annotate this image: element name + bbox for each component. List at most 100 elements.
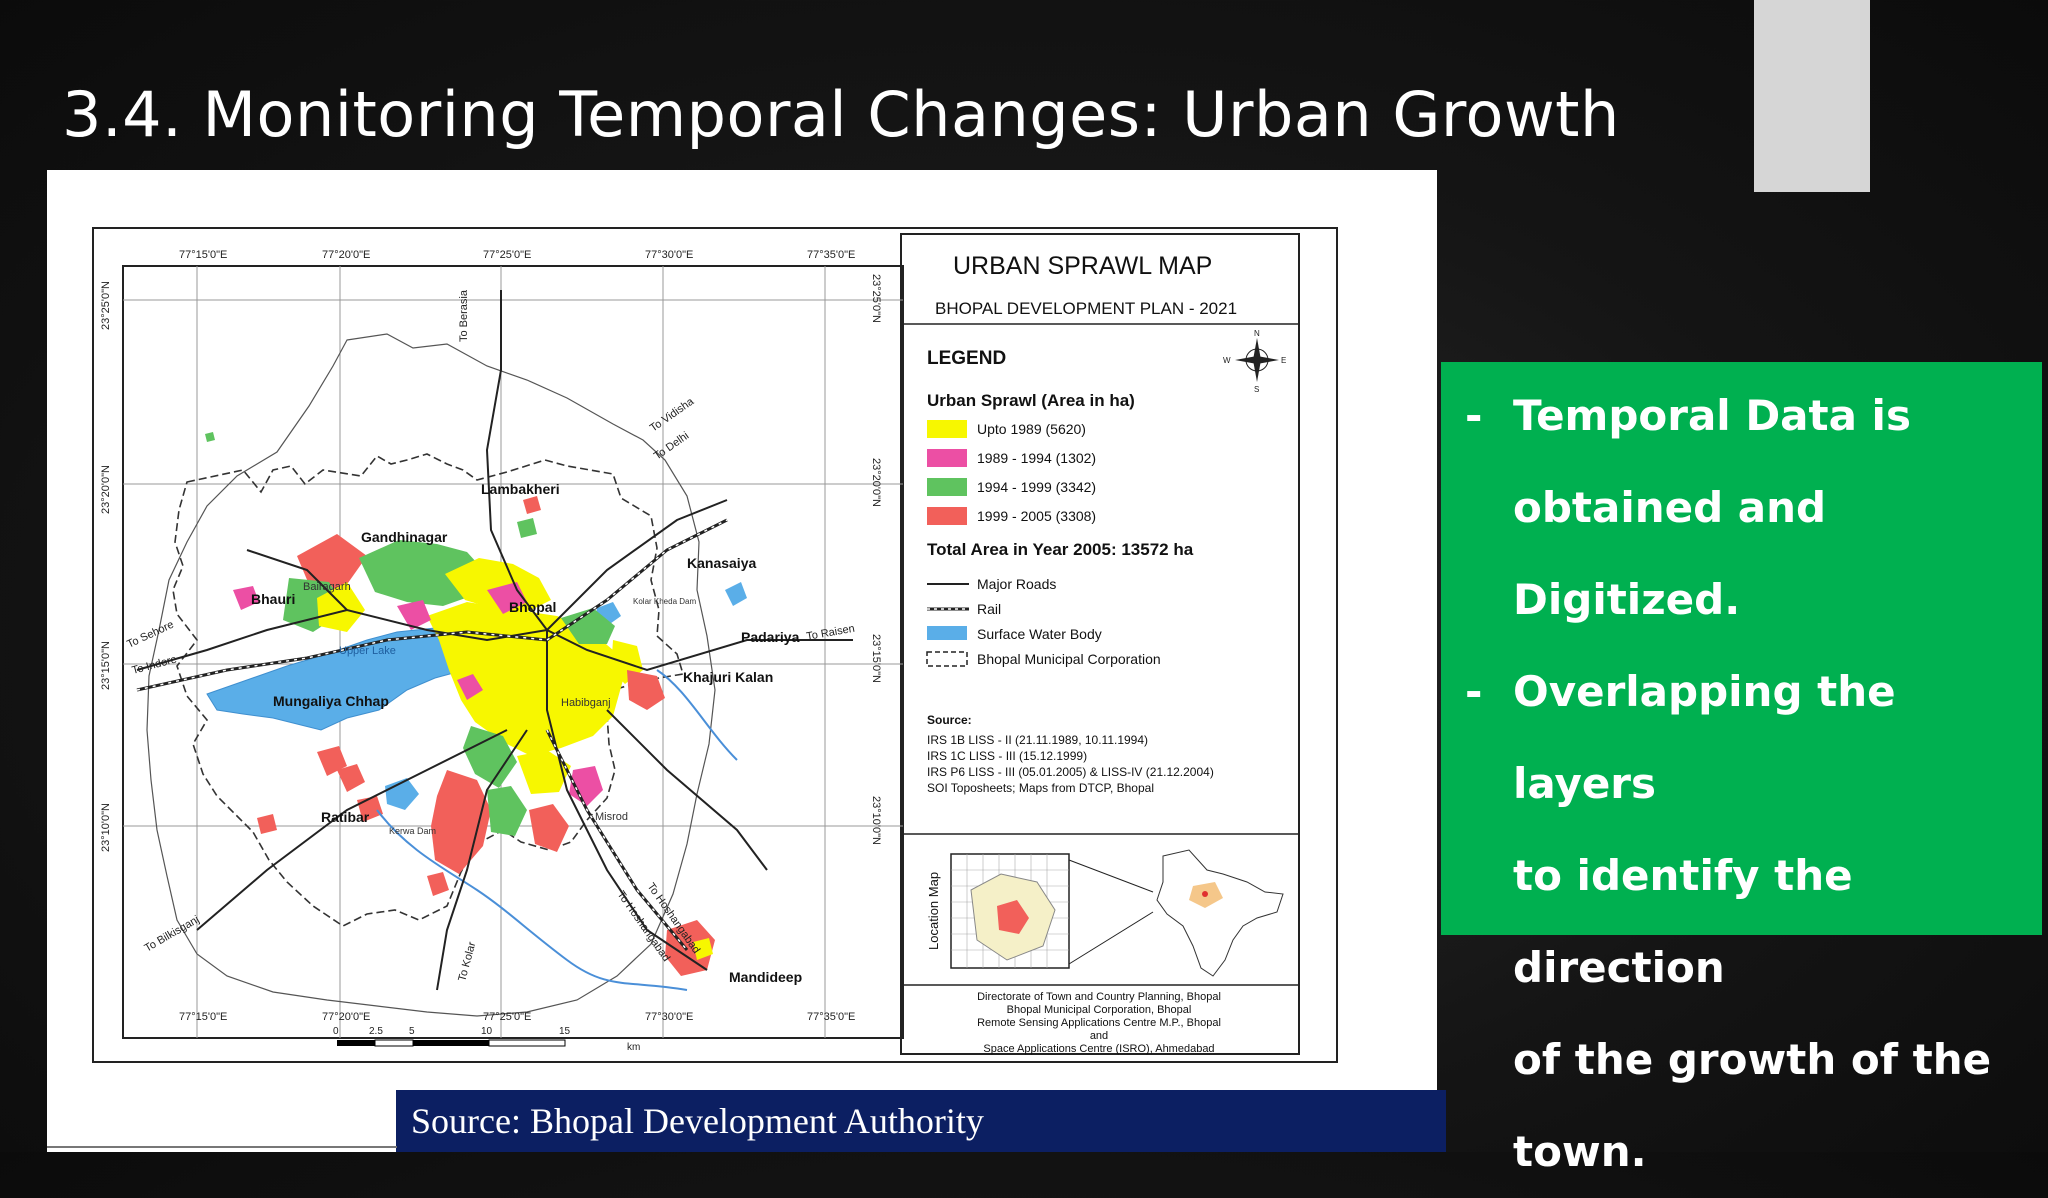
map-subtitle: BHOPAL DEVELOPMENT PLAN - 2021 — [935, 299, 1237, 318]
legend-label: Rail — [977, 601, 1001, 617]
place-label: Lambakheri — [481, 481, 560, 497]
legend-panel-border — [900, 233, 1300, 1055]
slide-title: 3.4. Monitoring Temporal Changes: Urban … — [62, 78, 1620, 151]
latitude-label-left: 23°15'0"N — [100, 641, 112, 690]
urban-sprawl-map: 77°15'0"E 77°20'0"E 77°25'0"E 77°30'0"E … — [92, 227, 1338, 1063]
source-caption: Source: Bhopal Development Authority — [396, 1090, 1446, 1152]
legend-swatch-2005 — [927, 507, 967, 525]
bullet-box: - Temporal Data is obtained and Digitize… — [1441, 362, 2042, 1176]
road-label: To Berasia — [458, 289, 470, 342]
bmc-boundary — [172, 453, 685, 927]
bullet-line: to identify the direction — [1513, 851, 1853, 992]
river — [376, 809, 688, 991]
bullet-item: - Temporal Data is obtained and Digitize… — [1465, 370, 2032, 646]
legend-water-swatch — [927, 626, 967, 640]
legend-label: 1999 - 2005 (3308) — [977, 508, 1096, 524]
bullet-line: Temporal Data is — [1513, 391, 1911, 440]
place-label: Gandhinagar — [361, 529, 448, 545]
place-label-small: Bairagarh — [303, 581, 351, 593]
latitude-label-right: 23°15'0"N — [870, 634, 882, 683]
svg-text:W: W — [1223, 356, 1231, 365]
longitude-label-top: 77°30'0"E — [645, 249, 693, 261]
legend-boundary-symbol — [926, 651, 968, 667]
longitude-label-bottom: 77°25'0"E — [483, 1011, 531, 1023]
latitude-label-right: 23°20'0"N — [870, 458, 882, 507]
longitude-label-top: 77°20'0"E — [322, 249, 370, 261]
location-map-label: Location Map — [926, 872, 941, 950]
credit-line: Directorate of Town and Country Planning… — [977, 991, 1221, 1003]
legend-heading: LEGEND — [927, 348, 1006, 369]
svg-text:5: 5 — [409, 1026, 415, 1037]
location-map — [950, 849, 1284, 977]
kanasaiya-water — [725, 582, 747, 606]
grey-tab — [1754, 0, 1870, 192]
rail-lines — [136, 518, 728, 951]
svg-text:E: E — [1281, 356, 1286, 365]
lake-label: Upper Lake — [339, 645, 396, 657]
svg-text:N: N — [1254, 329, 1260, 338]
longitude-label-bottom: 77°35'0"E — [807, 1011, 855, 1023]
bullet-line: Overlapping the layers — [1513, 667, 1896, 808]
legend-label: Major Roads — [977, 576, 1056, 592]
credit-line: Remote Sensing Applications Centre M.P.,… — [977, 1017, 1221, 1029]
svg-text:10: 10 — [481, 1026, 493, 1037]
legend-label: Upto 1989 (5620) — [977, 421, 1086, 437]
credit-line: and — [1090, 1030, 1108, 1042]
scale-bar: 0 2.5 5 10 15 km — [333, 1026, 640, 1053]
source-heading: Source: — [927, 713, 972, 727]
longitude-label-bottom: 77°30'0"E — [645, 1011, 693, 1023]
latitude-label-left: 23°25'0"N — [100, 281, 112, 330]
place-label: Bhauri — [251, 591, 295, 607]
place-label-small: Kolar Kheda Dam — [633, 597, 696, 606]
longitude-label-top: 77°15'0"E — [179, 249, 227, 261]
place-label: Mungaliya Chhap — [273, 693, 389, 709]
legend-swatch-1994 — [927, 449, 967, 467]
longitude-label-bottom: 77°20'0"E — [322, 1011, 370, 1023]
source-line: IRS 1C LISS - III (15.12.1999) — [927, 749, 1087, 763]
place-label: Mandideep — [729, 969, 802, 985]
map-title: URBAN SPRAWL MAP — [953, 252, 1212, 280]
latitude-label-right: 23°25'0"N — [870, 274, 882, 323]
bullet-text: Overlapping the layers to identify the d… — [1513, 646, 2032, 1198]
latitude-label-left: 23°20'0"N — [100, 465, 112, 514]
latitude-label-left: 23°10'0"N — [100, 803, 112, 852]
place-label: Kanasaiya — [687, 555, 756, 571]
bullet-line: of the growth of the — [1513, 1035, 1992, 1084]
legend-label: 1994 - 1999 (3342) — [977, 479, 1096, 495]
legend-swatch-1989 — [927, 420, 967, 438]
svg-text:15: 15 — [559, 1026, 571, 1037]
legend-label: Bhopal Municipal Corporation — [977, 651, 1161, 667]
bullet-line: obtained and Digitized. — [1513, 483, 1827, 624]
place-label: Khajuri Kalan — [683, 669, 773, 685]
svg-text:0: 0 — [333, 1026, 339, 1037]
credit-line: Space Applications Centre (ISRO), Ahmeda… — [983, 1043, 1214, 1055]
legend-label: 1989 - 1994 (1302) — [977, 450, 1096, 466]
bullet-text: Temporal Data is obtained and Digitized. — [1513, 370, 2032, 646]
svg-text:km: km — [627, 1042, 640, 1053]
source-line: IRS 1B LISS - II (21.11.1989, 10.11.1994… — [927, 733, 1148, 747]
place-label: Ratibar — [321, 809, 370, 825]
place-label: Padariya — [741, 629, 800, 645]
place-label: Bhopal — [509, 599, 556, 615]
source-line: IRS P6 LISS - III (05.01.2005) & LISS-IV… — [927, 765, 1214, 779]
compass-icon: N S E W — [1223, 329, 1286, 394]
sprawl-patches — [205, 432, 715, 976]
place-label-small: Habibganj — [561, 697, 611, 709]
longitude-label-top: 77°25'0"E — [483, 249, 531, 261]
sprawl-heading: Urban Sprawl (Area in ha) — [927, 391, 1135, 410]
place-label-small: Kerwa Dam — [389, 826, 436, 836]
svg-text:S: S — [1254, 385, 1259, 394]
source-line: SOI Toposheets; Maps from DTCP, Bhopal — [927, 781, 1154, 795]
bullet-dash: - — [1465, 667, 1483, 716]
svg-text:2.5: 2.5 — [369, 1026, 383, 1037]
legend-label: Surface Water Body — [977, 626, 1102, 642]
bullet-item: - Overlapping the layers to identify the… — [1465, 646, 2032, 1198]
legend-swatch-1999 — [927, 478, 967, 496]
credit-line: Bhopal Municipal Corporation, Bhopal — [1007, 1004, 1192, 1016]
bullet-line: town. — [1513, 1127, 1647, 1176]
major-roads — [136, 290, 853, 991]
total-area: Total Area in Year 2005: 13572 ha — [927, 540, 1194, 559]
region-outline — [146, 333, 716, 1017]
longitude-label-top: 77°35'0"E — [807, 249, 855, 261]
map-area-border — [122, 265, 904, 1039]
